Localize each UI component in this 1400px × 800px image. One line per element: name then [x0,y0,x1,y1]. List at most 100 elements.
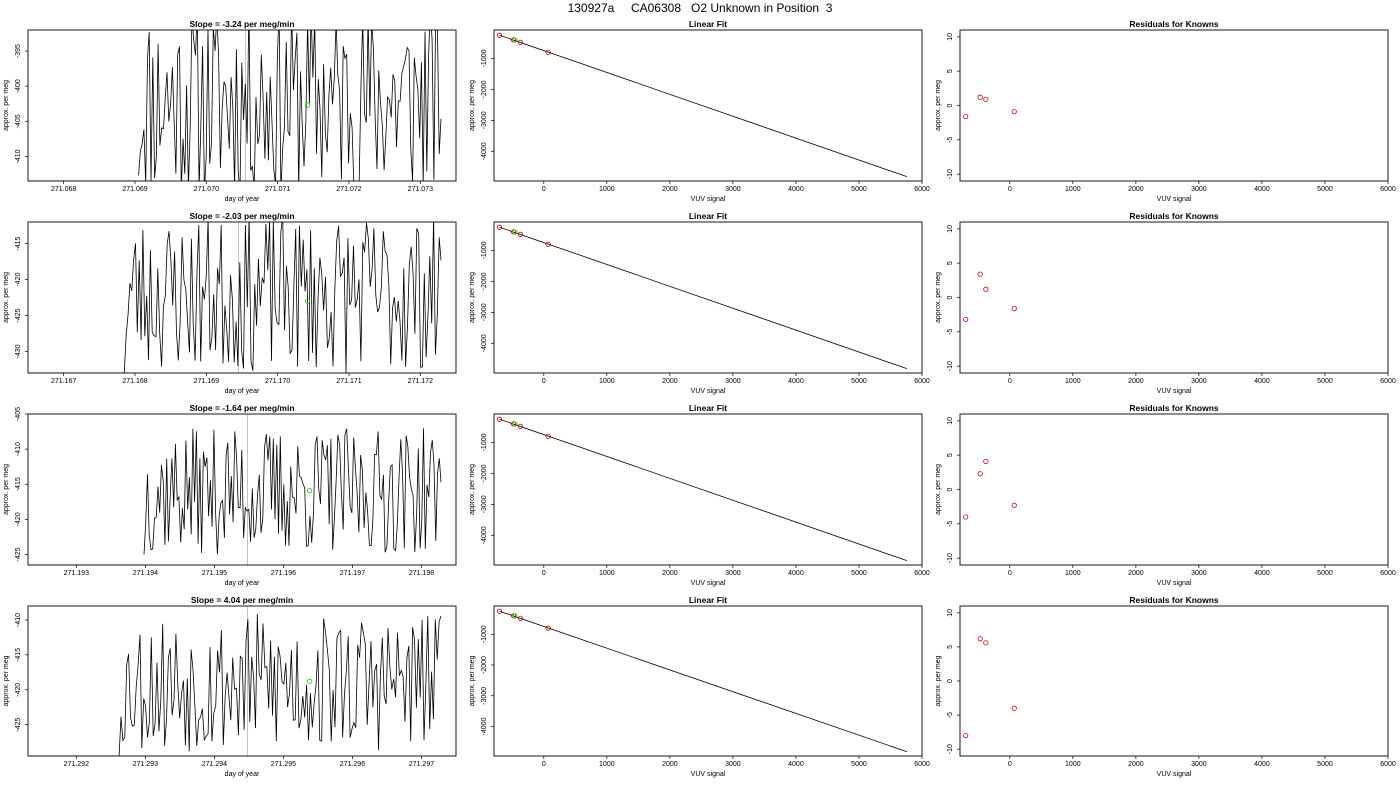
x-tick-label: 5000 [851,186,867,193]
panel-title: Slope = 4.04 per meg/min [191,595,293,605]
known-point [545,49,551,55]
known-point [497,224,503,230]
y-tick-label: -405 [15,407,22,421]
plot-area [497,416,908,562]
x-tick-label: 271.194 [133,570,158,577]
y-axis-label: approx. per meg [935,272,942,323]
x-tick-label: 1000 [599,378,615,385]
y-tick-label: 10 [947,225,954,233]
y-tick-label: -5 [947,521,954,527]
x-tick-label: 2000 [1128,378,1144,385]
x-tick-label: 271.296 [340,761,365,768]
known-point [517,231,524,237]
plot-area [963,636,1017,739]
y-tick-label: -5 [947,137,954,143]
plot-area [963,271,1017,323]
residual-point [977,271,983,277]
x-tick-label: 271.068 [51,186,76,193]
panel-1-1: Linear Fit 0 1000 2000 3000 4000 5000 6000 -1000… [469,211,930,395]
x-tick-label: 2000 [662,378,678,385]
x-tick-label: 271.073 [408,186,433,193]
x-tick-label: 5000 [851,761,867,768]
known-point [545,625,551,631]
x-axis-label: VUV signal [691,580,726,587]
x-axis-label: day of year [225,771,260,778]
residual-point [963,732,969,739]
plot-frame [493,413,923,566]
x-tick-label: 271.069 [122,186,147,193]
y-tick-label: -395 [15,44,22,58]
y-tick-label: -410 [15,442,22,456]
plot-frame [959,605,1389,757]
y-tick-label: -10 [947,744,954,754]
y-tick-label: -405 [15,114,22,128]
x-axis-label: day of year [225,196,260,203]
y-tick-label: -415 [15,236,22,250]
plot-frame [27,221,457,374]
y-axis-label: approx. per meg [935,655,942,706]
x-tick-label: 271.295 [271,761,296,768]
x-tick-label: 0 [1008,378,1012,385]
x-tick-label: 3000 [725,378,741,385]
panel-2-1: Linear Fit 0 1000 2000 3000 4000 5000 6000 -1000… [469,403,930,587]
y-tick-label: -1000 [481,49,488,67]
x-tick-label: 2000 [1128,761,1144,768]
residual-point [983,640,989,646]
x-tick-label: 6000 [914,570,930,577]
x-axis-label: VUV signal [691,196,726,203]
known-point [517,423,524,429]
residual-point [977,94,983,100]
y-tick-label: -410 [15,149,22,163]
y-tick-label: 0 [947,679,954,683]
y-tick-label: -10 [947,361,954,371]
x-tick-label: 3000 [725,761,741,768]
x-tick-label: 4000 [788,378,804,385]
y-tick-label: -4000 [481,526,488,544]
x-tick-label: 6000 [1380,186,1396,193]
known-point [497,608,503,614]
x-tick-label: 2000 [662,761,678,768]
residual-point [963,514,969,520]
y-tick-label: -415 [15,477,22,491]
x-tick-label: 4000 [788,761,804,768]
panel-0-0: Slope = -3.24 per meg/min 271.068 271.069 2… [3,19,457,203]
y-tick-label: -3000 [481,687,488,705]
x-tick-label: 1000 [1065,186,1081,193]
x-tick-label: 6000 [1380,378,1396,385]
y-axis-label: approx. per meg [469,464,476,515]
panel-title: Residuals for Knowns [1129,19,1219,29]
x-tick-label: 5000 [851,378,867,385]
x-tick-label: 1000 [1065,761,1081,768]
x-tick-label: 4000 [1254,186,1270,193]
panel-title: Slope = -2.03 per meg/min [189,211,294,221]
y-tick-label: -2000 [481,656,488,674]
panel-title: Residuals for Knowns [1129,595,1219,605]
panel-2-2: Residuals for Knowns 0 1000 2000 3000 4000 500… [935,403,1396,587]
y-tick-label: -1000 [481,433,488,451]
y-tick-label: -1000 [481,625,488,643]
x-axis-label: VUV signal [1157,771,1192,778]
x-tick-label: 3000 [1191,186,1207,193]
known-point [497,32,503,38]
unknown-point [512,421,518,427]
y-tick-label: 0 [947,295,954,299]
x-tick-label: 271.167 [51,378,76,385]
y-axis-label: approx. per meg [3,464,10,515]
x-tick-label: 0 [1008,186,1012,193]
panel-title: Linear Fit [689,19,727,29]
y-tick-label: -5 [947,329,954,335]
x-tick-label: 6000 [914,186,930,193]
y-axis-label: approx. per meg [469,272,476,323]
y-tick-label: 10 [947,609,954,617]
x-axis-label: day of year [225,580,260,587]
x-tick-label: 3000 [1191,761,1207,768]
x-tick-label: 271.170 [265,378,290,385]
x-tick-label: 271.293 [133,761,158,768]
panel-1-2: Residuals for Knowns 0 1000 2000 3000 4000 500… [935,211,1396,395]
series-line [138,30,442,181]
residual-point [983,286,989,292]
y-tick-label: -4000 [481,334,488,352]
panel-3-1: Linear Fit 0 1000 2000 3000 4000 5000 6000 -1000… [469,595,930,778]
y-tick-label: -410 [15,613,22,627]
